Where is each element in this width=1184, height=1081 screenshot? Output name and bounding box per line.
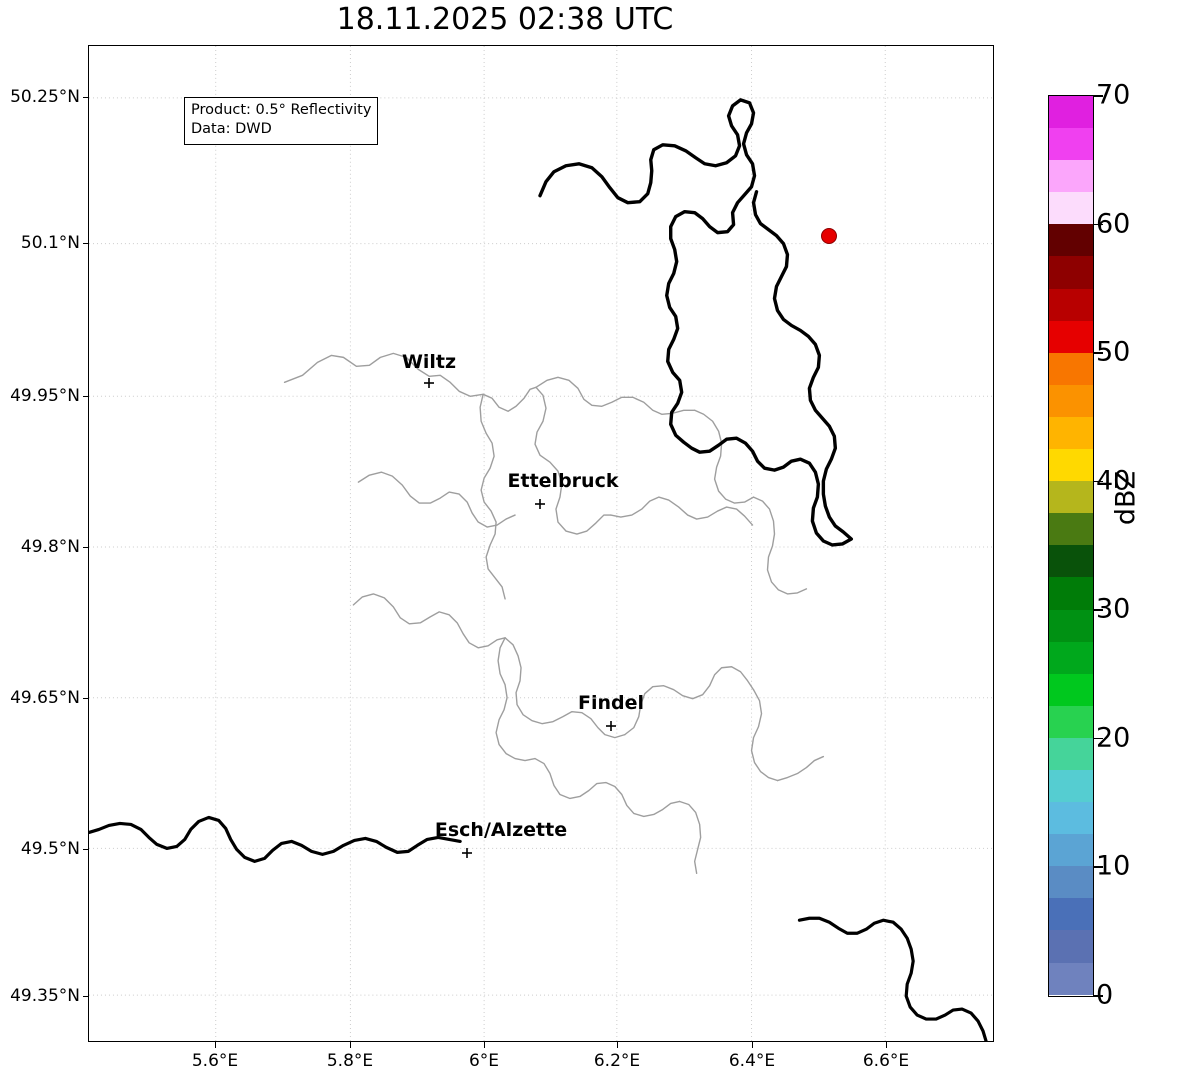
canton-boundaries bbox=[283, 352, 825, 875]
colorbar-tickmark-60 bbox=[1094, 223, 1103, 226]
colorbar-band-50-52.5 bbox=[1049, 320, 1093, 353]
colorbar-band-52.5-55 bbox=[1049, 288, 1093, 321]
colorbar-band-17.5-20 bbox=[1049, 737, 1093, 770]
y-axis-tick-0: 50.25°N bbox=[10, 87, 80, 107]
colorbar-title: dBZ bbox=[1110, 470, 1142, 526]
x-axis-tick-3: 6.2°E bbox=[593, 1051, 641, 1071]
colorbar-band-22.5-25 bbox=[1049, 673, 1093, 706]
colorbar-tickmark-70 bbox=[1094, 95, 1103, 97]
info-legend-box: Product: 0.5° Reflectivity Data: DWD bbox=[184, 97, 379, 145]
x-axis-tickmark-2 bbox=[484, 1042, 486, 1048]
x-axis-tick-0: 5.6°E bbox=[191, 1051, 239, 1071]
map-canvas bbox=[89, 46, 993, 1041]
info-product-line: Product: 0.5° Reflectivity bbox=[191, 102, 372, 118]
neighbour-country-borders bbox=[89, 815, 988, 1041]
grid-lines bbox=[89, 46, 993, 1041]
colorbar-tickmark-50 bbox=[1094, 352, 1103, 354]
colorbar-band-62.5-65 bbox=[1049, 160, 1093, 193]
colorbar-band-20-22.5 bbox=[1049, 705, 1093, 738]
colorbar-band-65-67.5 bbox=[1049, 128, 1093, 161]
colorbar-band-27.5-30 bbox=[1049, 609, 1093, 642]
x-axis-tickmark-0 bbox=[215, 1042, 217, 1048]
y-axis-tick-4: 49.65°N bbox=[10, 688, 80, 708]
colorbar-band-42.5-45 bbox=[1049, 416, 1093, 450]
colorbar-band-60-62.5 bbox=[1049, 192, 1093, 225]
colorbar-band-0-2.5 bbox=[1049, 962, 1093, 995]
colorbar-band-55-57.5 bbox=[1049, 256, 1093, 289]
colorbar-band-67.5-70 bbox=[1049, 96, 1093, 129]
colorbar-band-30-32.5 bbox=[1049, 577, 1093, 610]
city-marker-esch-alzette bbox=[462, 843, 472, 858]
colorbar-band-2.5-5 bbox=[1049, 930, 1093, 963]
x-axis-tick-4: 6.4°E bbox=[728, 1051, 776, 1071]
colorbar-tick-0: 0 bbox=[1096, 979, 1114, 1011]
colorbar-band-47.5-50 bbox=[1049, 352, 1093, 385]
y-axis-tick-2: 49.95°N bbox=[10, 386, 80, 406]
luxembourg-national-border bbox=[538, 98, 854, 547]
city-label-wiltz: Wiltz bbox=[401, 351, 457, 373]
y-axis-tick-6: 49.35°N bbox=[10, 986, 80, 1006]
y-axis-tick-5: 49.5°N bbox=[20, 839, 80, 859]
y-axis-tickmark-0 bbox=[83, 97, 89, 99]
city-label-ettelbruck: Ettelbruck bbox=[507, 470, 619, 492]
page-title: 18.11.2025 02:38 UTC bbox=[336, 2, 674, 37]
x-axis-tickmark-1 bbox=[350, 1042, 352, 1048]
colorbar-band-15-17.5 bbox=[1049, 769, 1093, 803]
colorbar-band-5-7.5 bbox=[1049, 898, 1093, 931]
colorbar-tickmark-40 bbox=[1094, 480, 1103, 483]
colorbar-band-40-42.5 bbox=[1049, 449, 1093, 482]
city-marker-wiltz bbox=[424, 373, 434, 388]
x-axis-tick-5: 6.6°E bbox=[862, 1051, 910, 1071]
radar-echo-0 bbox=[821, 228, 837, 244]
colorbar-band-57.5-60 bbox=[1049, 224, 1093, 257]
colorbar-tickmark-20 bbox=[1094, 737, 1103, 740]
colorbar-band-10-12.5 bbox=[1049, 834, 1093, 867]
y-axis-tick-3: 49.8°N bbox=[20, 537, 80, 557]
colorbar-band-25-27.5 bbox=[1049, 641, 1093, 674]
city-marker-findel bbox=[606, 716, 616, 731]
y-axis-tickmark-3 bbox=[83, 547, 89, 549]
x-axis-tick-1: 5.8°E bbox=[326, 1051, 374, 1071]
x-axis-tickmark-5 bbox=[886, 1042, 888, 1048]
y-axis-tickmark-2 bbox=[83, 396, 89, 398]
colorbar-band-32.5-35 bbox=[1049, 545, 1093, 578]
x-axis-tickmark-4 bbox=[752, 1042, 754, 1048]
city-marker-ettelbruck bbox=[535, 494, 545, 509]
colorbar-band-45-47.5 bbox=[1049, 384, 1093, 417]
colorbar-tickmark-30 bbox=[1094, 609, 1103, 611]
city-label-esch-alzette: Esch/Alzette bbox=[434, 819, 568, 841]
y-axis-tickmark-4 bbox=[83, 698, 89, 700]
x-axis-tickmark-3 bbox=[617, 1042, 619, 1048]
reflectivity-colorbar[interactable] bbox=[1048, 95, 1094, 997]
colorbar-band-7.5-10 bbox=[1049, 866, 1093, 899]
y-axis-tickmark-6 bbox=[83, 996, 89, 998]
y-axis-tickmark-5 bbox=[83, 849, 89, 851]
y-axis-tickmark-1 bbox=[83, 243, 89, 245]
y-axis-tick-1: 50.1°N bbox=[20, 233, 80, 253]
info-data-line: Data: DWD bbox=[191, 121, 272, 138]
colorbar-band-12.5-15 bbox=[1049, 802, 1093, 835]
colorbar-tickmark-10 bbox=[1094, 866, 1103, 869]
colorbar-band-37.5-40 bbox=[1049, 481, 1093, 514]
city-label-findel: Findel bbox=[577, 692, 645, 714]
radar-map-plot[interactable]: Product: 0.5° Reflectivity Data: DWD bbox=[88, 45, 994, 1042]
x-axis-tick-2: 6°E bbox=[468, 1051, 500, 1071]
colorbar-band-35-37.5 bbox=[1049, 513, 1093, 546]
colorbar-tickmark-0 bbox=[1094, 995, 1103, 997]
